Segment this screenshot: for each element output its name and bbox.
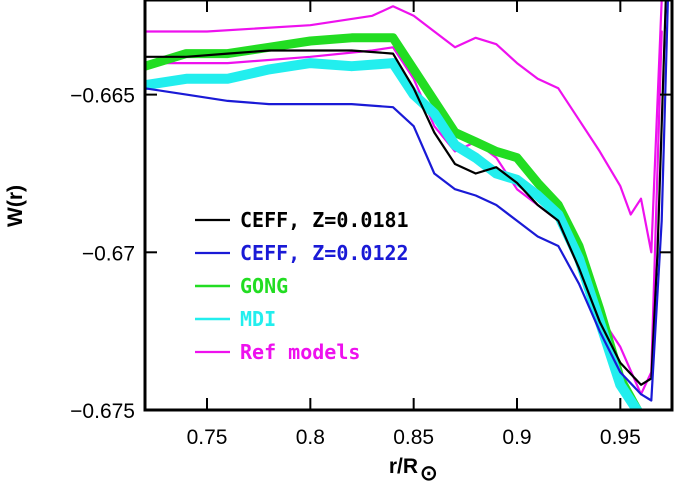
x-axis-label-subscript: ⊙ <box>420 462 438 485</box>
y-tick-label: −0.665 <box>70 85 135 108</box>
series-line-ref-models-0 <box>145 0 663 254</box>
y-tick-label: −0.675 <box>70 400 135 423</box>
legend-label: MDI <box>240 307 276 331</box>
y-tick-label: −0.67 <box>82 242 135 265</box>
x-tick-label: 0.85 <box>393 426 434 449</box>
legend-label: CEFF, Z=0.0122 <box>240 241 409 265</box>
x-tick-label: 0.75 <box>187 426 228 449</box>
legend: CEFF, Z=0.0181 CEFF, Z=0.0122 GONG MDI Ref m… <box>195 208 409 364</box>
series-line-ref-models-1 <box>145 30 663 396</box>
series-line-ceff-z-0-0122-5 <box>145 0 669 402</box>
legend-label: Ref models <box>240 340 360 364</box>
series-line-mdi-3 <box>145 58 643 410</box>
plot-frame <box>143 0 674 412</box>
series-line-gong-2 <box>145 33 643 410</box>
legend-label: GONG <box>240 274 288 298</box>
x-tick-label: 0.95 <box>600 426 641 449</box>
series-line-ceff-z-0-0181-4 <box>145 0 667 386</box>
x-tick-label: 0.8 <box>296 426 325 449</box>
x-axis-label: r/R <box>389 455 418 478</box>
ticks-layer: 0.75 0.8 0.85 0.9 0.95 −0.665 −0.67 −0.675 <box>70 0 672 449</box>
y-axis-label: W(r) <box>4 185 27 227</box>
legend-label: CEFF, Z=0.0181 <box>240 208 409 232</box>
series-layer <box>145 0 669 410</box>
x-tick-label: 0.9 <box>502 426 531 449</box>
